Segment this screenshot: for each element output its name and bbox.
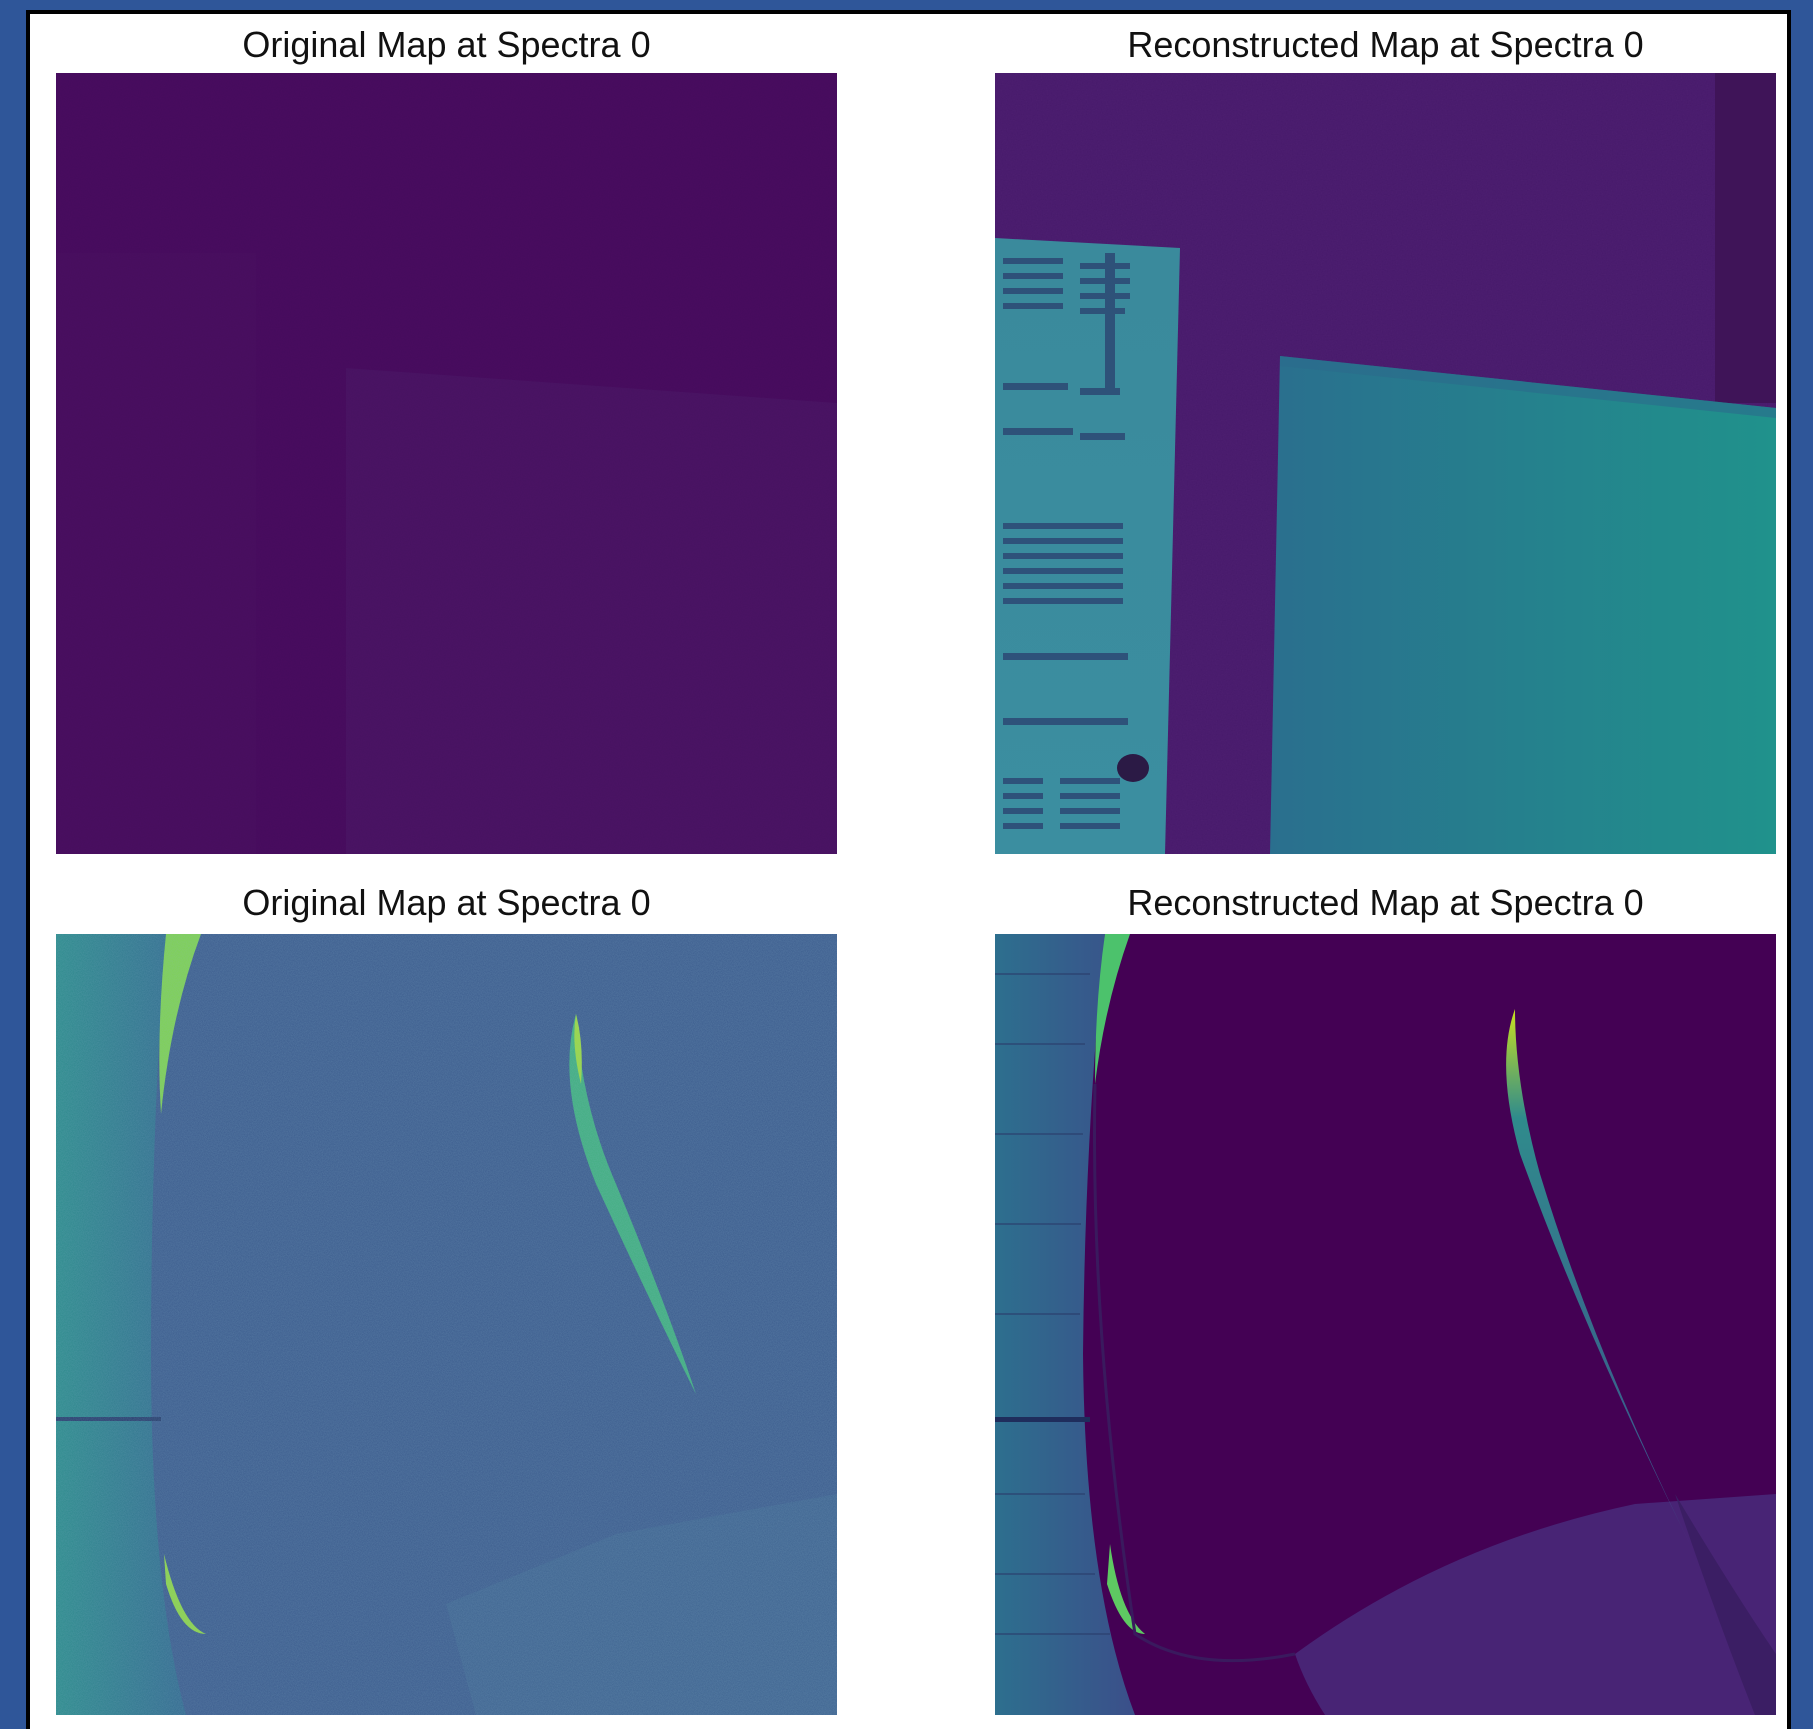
panel-title-original-bottom: Original Map at Spectra 0 [242,882,651,923]
original-map-bottom-image [56,934,837,1715]
original-map-top-image [56,73,837,854]
panel-title-reconstructed-top: Reconstructed Map at Spectra 0 [1127,24,1644,65]
reconstructed-map-top-image [995,73,1776,854]
reconstructed-map-bottom [995,934,1776,1715]
panel-title-reconstructed-bottom: Reconstructed Map at Spectra 0 [1127,882,1644,923]
original-map-top [56,73,837,854]
panel-title-original-top: Original Map at Spectra 0 [242,24,651,65]
reconstructed-map-top [995,73,1776,854]
reconstructed-map-bottom-image [995,934,1776,1715]
original-map-bottom [56,934,837,1715]
